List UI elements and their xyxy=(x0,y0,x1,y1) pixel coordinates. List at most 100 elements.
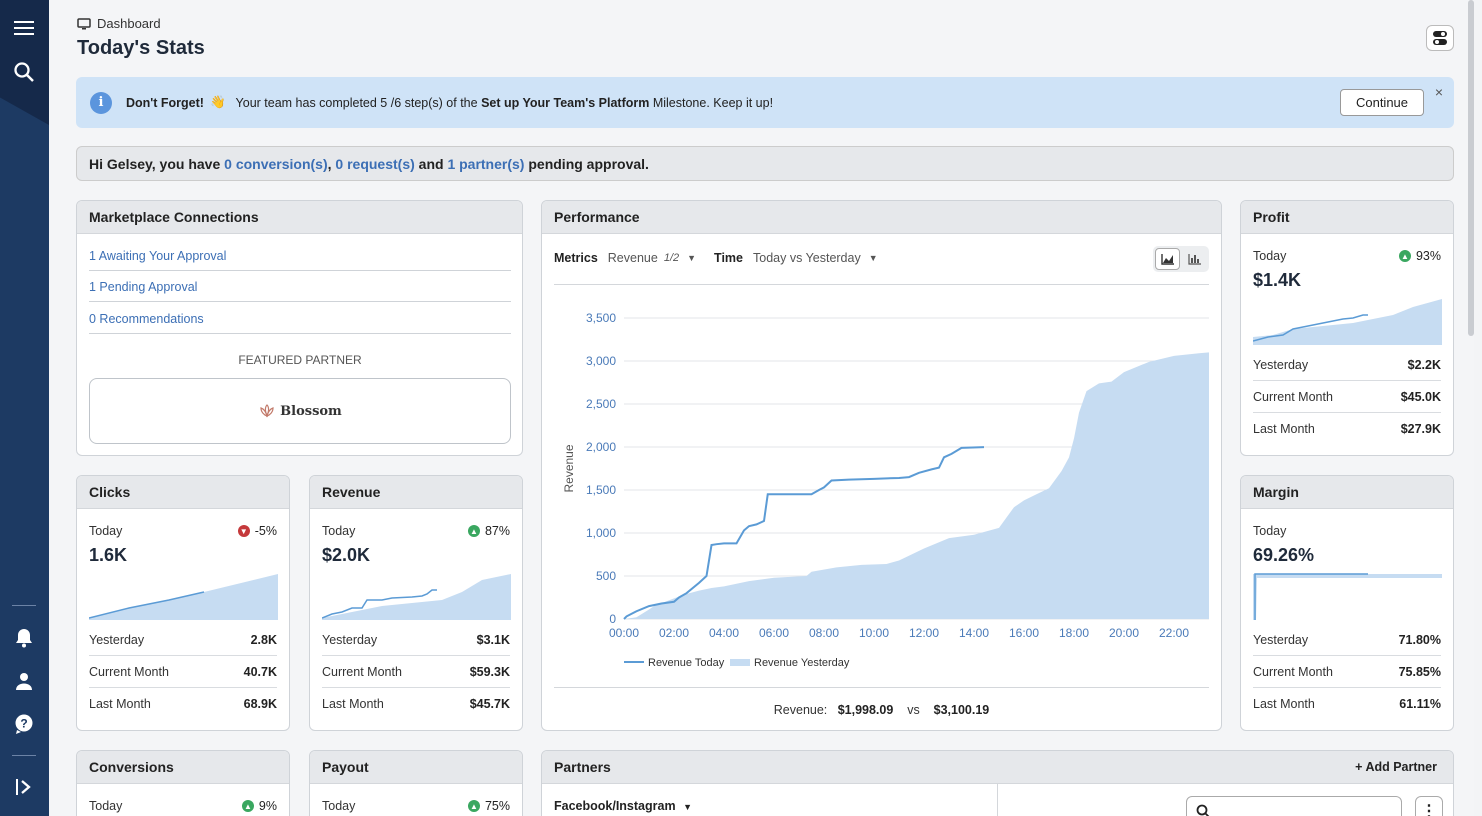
close-icon[interactable]: × xyxy=(1434,84,1443,100)
sidebar: ? xyxy=(0,0,49,816)
svg-text:?: ? xyxy=(20,717,27,731)
row-label: Last Month xyxy=(1253,697,1315,711)
stat-value: 1.6K xyxy=(89,545,128,565)
stat-row: Current Month $59.3K xyxy=(322,665,510,688)
platform-select[interactable]: Facebook/Instagram ▼ xyxy=(554,799,692,813)
stat-row: Current Month 75.85% xyxy=(1253,665,1441,688)
summary-today: $1,998.09 xyxy=(837,703,894,717)
legend-label-yesterday: Revenue Yesterday xyxy=(754,657,850,669)
time-label: Time xyxy=(714,251,743,265)
stat-row: Last Month 61.11% xyxy=(1253,697,1441,719)
scrollbar[interactable] xyxy=(1466,0,1474,816)
featured-partner-label: FEATURED PARTNER xyxy=(238,353,362,367)
breadcrumb[interactable]: Dashboard xyxy=(77,16,161,31)
x-tick-label: 12:00 xyxy=(909,626,939,640)
requests-link[interactable]: 0 request(s) xyxy=(335,155,415,172)
row-value: $59.3K xyxy=(469,665,510,679)
today-label: Today xyxy=(89,799,123,813)
conversions-link[interactable]: 0 conversion(s) xyxy=(224,155,328,172)
settings-toggle-button[interactable] xyxy=(1426,25,1454,51)
sidebar-divider xyxy=(12,605,36,606)
banner-text-before: Your team has completed 5 /6 step(s) of … xyxy=(235,95,482,110)
stat-row: Current Month $45.0K xyxy=(1253,390,1441,413)
card-title: Performance xyxy=(542,201,1221,234)
y-tick-label: 1,500 xyxy=(586,483,616,497)
main-content: Dashboard Today's Stats i Don't Forget! … xyxy=(49,0,1474,816)
user-icon[interactable] xyxy=(12,669,36,693)
arrow-up-icon: ▲ xyxy=(241,800,254,812)
change-value: 87% xyxy=(484,524,510,538)
y-tick-label: 3,500 xyxy=(586,311,616,325)
row-value: 68.9K xyxy=(243,697,277,711)
caret-down-icon: ▼ xyxy=(868,253,878,263)
banner-text-after: Milestone. Keep it up! xyxy=(649,95,774,110)
card-title: Partners xyxy=(542,751,1453,784)
partners-link[interactable]: 1 partner(s) xyxy=(447,155,525,172)
x-tick-label: 08:00 xyxy=(809,626,839,640)
bar-chart-icon[interactable] xyxy=(1182,248,1207,270)
row-label: Last Month xyxy=(89,697,151,711)
card-title: Clicks xyxy=(77,476,289,509)
metrics-select[interactable]: Revenue 1/2 ▼ xyxy=(608,251,696,265)
today-label: Today xyxy=(1253,524,1287,538)
card-title: Payout xyxy=(310,751,522,784)
featured-partner-box[interactable]: Blossom xyxy=(89,378,511,444)
conversions-card: Conversions Today ▲ 9% xyxy=(76,750,290,816)
time-select[interactable]: Today vs Yesterday ▼ xyxy=(753,251,878,265)
partners-card: Partners + Add Partner Facebook/Instagra… xyxy=(541,750,1454,816)
stat-row: Yesterday 71.80% xyxy=(1253,633,1441,656)
performance-card: Performance Metrics Revenue 1/2 ▼ Time T… xyxy=(541,200,1222,731)
card-title: Margin xyxy=(1241,476,1453,509)
x-tick-label: 04:00 xyxy=(709,626,739,640)
arrow-down-icon: ▼ xyxy=(237,525,250,537)
row-label: Last Month xyxy=(322,697,384,711)
add-partner-label: Add Partner xyxy=(1365,760,1437,774)
stat-row: Yesterday $2.2K xyxy=(1253,358,1441,381)
today-label: Today xyxy=(1253,249,1287,263)
area-chart-icon[interactable] xyxy=(1155,248,1180,270)
stat-row: Yesterday 2.8K xyxy=(89,633,277,656)
search-icon[interactable] xyxy=(12,60,36,84)
performance-controls: Metrics Revenue 1/2 ▼ Time Today vs Yest… xyxy=(554,251,878,265)
continue-button[interactable]: Continue xyxy=(1340,89,1424,116)
expand-sidebar-icon[interactable] xyxy=(12,775,36,799)
stat-row: Last Month $27.9K xyxy=(1253,422,1441,444)
breadcrumb-label[interactable]: Dashboard xyxy=(97,16,161,31)
monitor-icon xyxy=(77,17,91,29)
x-tick-label: 14:00 xyxy=(959,626,989,640)
row-label: Yesterday xyxy=(322,633,378,647)
awaiting-approval-link[interactable]: 1 Awaiting Your Approval xyxy=(89,249,511,271)
row-value: $45.7K xyxy=(469,697,510,711)
y-tick-label: 3,000 xyxy=(586,354,616,368)
pending-approval-link[interactable]: 1 Pending Approval xyxy=(89,280,511,302)
more-options-icon[interactable]: ⋮ xyxy=(1415,796,1443,816)
partner-search-input[interactable] xyxy=(1186,796,1402,816)
row-label: Yesterday xyxy=(1253,633,1309,647)
revenue-card: Revenue Today ▲ 87% $2.0K Yesterday $3.1K … xyxy=(309,475,523,731)
help-icon[interactable]: ? xyxy=(12,712,36,736)
add-partner-button[interactable]: + Add Partner xyxy=(1355,760,1437,774)
change-value: 93% xyxy=(1415,249,1441,263)
y-tick-label: 2,500 xyxy=(586,397,616,411)
series-line-revenue-today xyxy=(623,446,985,620)
summary-label: Revenue: xyxy=(773,703,828,717)
stat-row: Yesterday $3.1K xyxy=(322,633,510,656)
row-label: Yesterday xyxy=(1253,358,1309,372)
bell-icon[interactable] xyxy=(12,626,36,650)
scrollbar-thumb[interactable] xyxy=(1468,0,1474,336)
margin-sparkline xyxy=(1253,573,1442,620)
divider xyxy=(997,784,998,816)
divider xyxy=(554,687,1209,688)
change-indicator: ▼ -5% xyxy=(237,524,277,538)
banner-lead: Don't Forget! xyxy=(126,95,204,110)
x-tick-label: 18:00 xyxy=(1059,626,1089,640)
row-label: Current Month xyxy=(1253,390,1333,404)
change-value: -5% xyxy=(254,524,277,538)
row-label: Yesterday xyxy=(89,633,145,647)
hamburger-menu-icon[interactable] xyxy=(12,16,36,40)
arrow-up-icon: ▲ xyxy=(467,800,480,812)
x-tick-label: 00:00 xyxy=(609,626,639,640)
recommendations-link[interactable]: 0 Recommendations xyxy=(89,312,511,334)
row-value: 71.80% xyxy=(1398,633,1441,647)
row-value: $3.1K xyxy=(476,633,510,647)
